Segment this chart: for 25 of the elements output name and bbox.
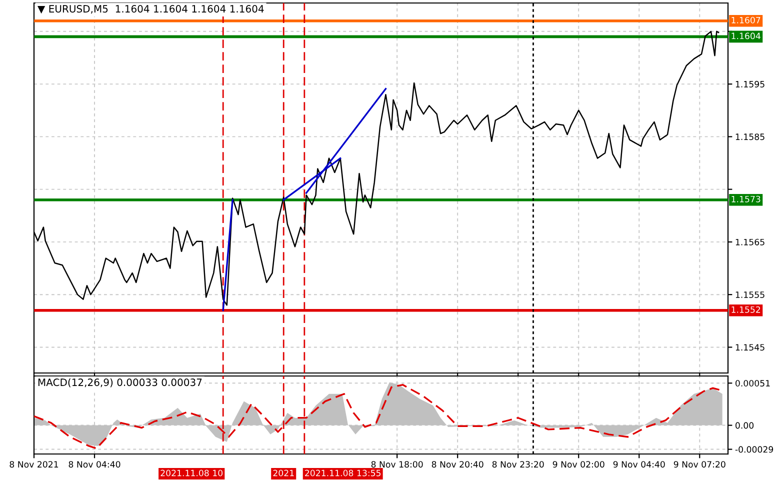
ref-line-label: 1.1573: [732, 196, 760, 202]
y-tick-label: 1.1545: [736, 344, 764, 351]
x-tick-label: 9 Nov 04:40: [613, 461, 665, 468]
y-tick-label: -0.00029: [735, 446, 774, 453]
y-tick-label: 1.1555: [736, 292, 764, 298]
ref-line-label: 2021.11.08 10: [160, 470, 223, 476]
chart-title: ▼ EURUSD,M5 1.1604 1.1604 1.1604 1.1604: [38, 5, 264, 14]
x-tick-label: 8 Nov 23:20: [492, 461, 544, 468]
ref-line-label: 1.1607: [732, 16, 760, 24]
x-tick-label: 8 Nov 20:40: [432, 461, 484, 468]
y-tick-label: 1.1585: [736, 134, 764, 140]
x-tick-label: 8 Nov 04:40: [68, 461, 120, 468]
ref-line-label: 1.1552: [732, 306, 760, 313]
y-tick-label: 1.1595: [736, 80, 764, 88]
x-tick-label: 8 Nov 2021: [10, 461, 58, 468]
y-tick-label: 1.1565: [736, 238, 764, 246]
y-tick-label: 0.00051: [736, 380, 770, 387]
y-tick-label: 0.00: [736, 422, 754, 429]
x-tick-label: 9 Nov 07:20: [674, 461, 726, 468]
legend-label: 2021.11.08 13:55: [305, 470, 381, 476]
ref-line-label: 2021: [273, 470, 294, 476]
ref-line-label: 1.1604: [732, 32, 760, 40]
x-tick-label: 8 Nov 18:00: [371, 461, 423, 468]
x-tick-label: 9 Nov 02:00: [552, 461, 604, 468]
chart-title: MACD(12,26,9) 0.00033 0.00037: [38, 378, 202, 388]
